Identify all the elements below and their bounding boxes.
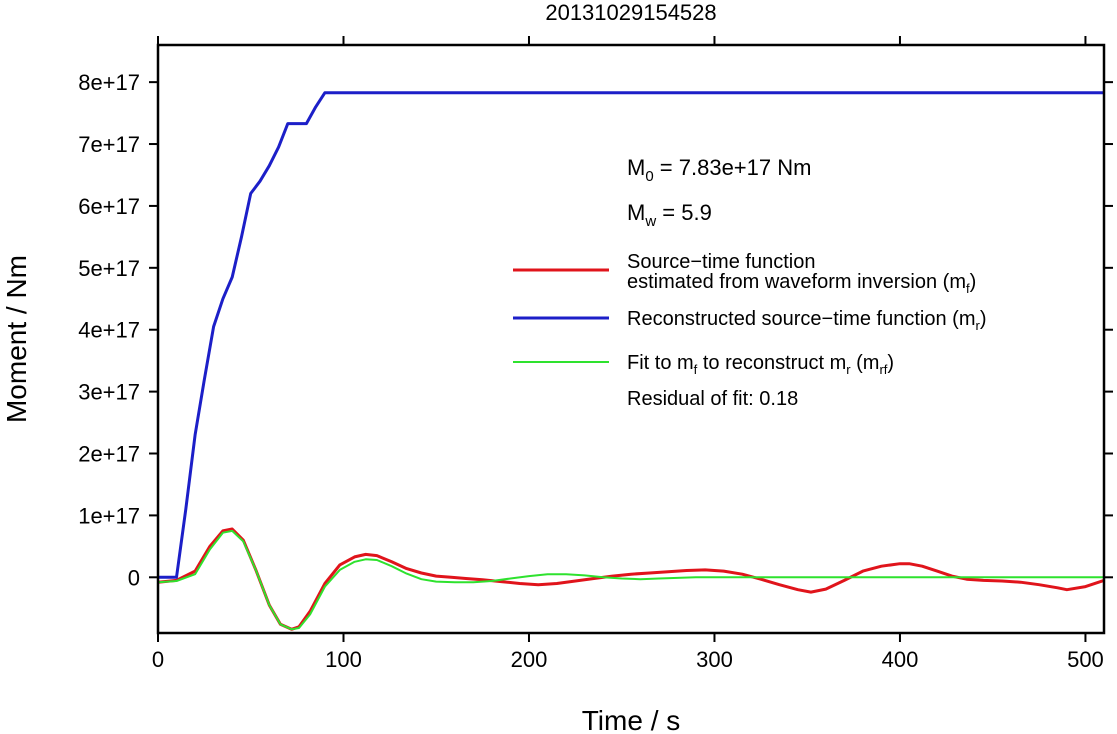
y-tick-label: 7e+17: [78, 132, 140, 157]
y-tick-label: 2e+17: [78, 442, 140, 467]
legend: Source−time function estimated from wave…: [513, 251, 987, 410]
legend-green-text-b: to reconstruct m: [697, 352, 846, 374]
series-line-blue: [158, 91, 1104, 579]
x-tick-label: 400: [882, 647, 919, 672]
y-tick-label: 5e+17: [78, 256, 140, 281]
y-tick-label: 0: [128, 565, 140, 590]
x-axis-title: Time / s: [582, 705, 681, 734]
legend-red-text: estimated from waveform inversion (m: [627, 271, 966, 293]
y-tick-label: 6e+17: [78, 194, 140, 219]
x-tick-label: 200: [511, 647, 548, 672]
legend-label-blue: Reconstructed source−time function (mr): [627, 308, 987, 333]
legend-green-sub-2: r: [846, 362, 851, 377]
y-tick-label: 4e+17: [78, 318, 140, 343]
legend-label-red-line1: Source−time function: [627, 251, 815, 273]
legend-blue-close: ): [980, 308, 987, 330]
x-tick-label: 500: [1067, 647, 1104, 672]
legend-green-close: ): [887, 352, 894, 374]
mw-subscript: w: [644, 213, 656, 230]
mw-symbol: M: [627, 200, 645, 225]
seismic-moment-annotation: M0 = 7.83e+17 Nm: [627, 155, 811, 185]
legend-red-close: ): [970, 271, 977, 293]
series-line-green: [158, 529, 1104, 631]
moment-magnitude-annotation: Mw = 5.9: [627, 200, 712, 230]
legend-label-red-line2: estimated from waveform inversion (mf): [627, 271, 976, 296]
y-axis-title: Moment / Nm: [1, 255, 32, 423]
m0-value: = 7.83e+17 Nm: [654, 155, 812, 180]
x-tick-label: 0: [152, 647, 164, 672]
x-tick-label: 300: [696, 647, 733, 672]
legend-label-green: Fit to mf to reconstruct mr (mrf): [627, 352, 894, 377]
y-tick-label: 3e+17: [78, 380, 140, 405]
legend-green-sub-3: rf: [879, 362, 887, 377]
legend-green-sub-1: f: [694, 362, 698, 377]
legend-green-text-a: Fit to m: [627, 352, 694, 374]
plot-frame: [156, 43, 1106, 635]
legend-blue-sub: r: [976, 318, 981, 333]
legend-green-text-c: (m: [851, 352, 880, 374]
y-tick-label: 8e+17: [78, 70, 140, 95]
legend-red-sub: f: [966, 281, 970, 296]
mw-value: = 5.9: [656, 200, 712, 225]
m0-subscript: 0: [645, 168, 653, 185]
x-tick-label: 100: [325, 647, 362, 672]
y-tick-label: 1e+17: [78, 503, 140, 528]
chart-title: 20131029154528: [545, 0, 716, 25]
residual-annotation: Residual of fit: 0.18: [627, 388, 798, 410]
legend-blue-text: Reconstructed source−time function (m: [627, 308, 976, 330]
m0-symbol: M: [627, 155, 645, 180]
